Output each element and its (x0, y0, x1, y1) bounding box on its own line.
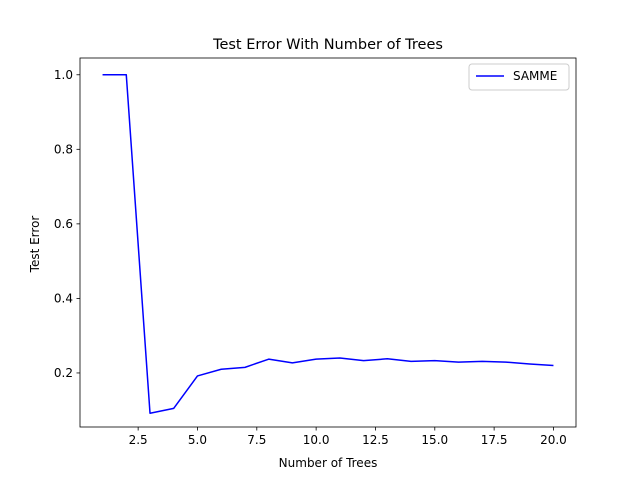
x-tick-label: 10.0 (303, 433, 330, 447)
y-axis-label: Test Error (28, 216, 42, 274)
legend-label: SAMME (513, 69, 557, 83)
axes-frame (79, 57, 577, 428)
y-tick-label: 1.0 (54, 68, 73, 82)
x-tick-label: 2.5 (129, 433, 148, 447)
legend: SAMME (468, 63, 570, 91)
series-line-0 (102, 74, 554, 414)
x-tick-label: 20.0 (540, 433, 567, 447)
x-tick-label: 15.0 (421, 433, 448, 447)
x-tick-label: 7.5 (247, 433, 266, 447)
plot-area: 2.5 5.0 7.5 10.0 12.5 15.0 17.5 20.0 0.2 0.4 0.6 0.… (54, 57, 577, 447)
x-tick-label: 17.5 (481, 433, 508, 447)
y-tick-label: 0.2 (54, 366, 73, 380)
x-tick-label: 12.5 (362, 433, 389, 447)
x-tick-label: 5.0 (188, 433, 207, 447)
y-tick-label: 0.8 (54, 142, 73, 156)
legend-box (468, 63, 570, 91)
x-axis-label: Number of Trees (279, 456, 378, 470)
chart-title: Test Error With Number of Trees (212, 37, 443, 53)
y-tick-label: 0.6 (54, 217, 73, 231)
y-tick-label: 0.4 (54, 291, 73, 305)
